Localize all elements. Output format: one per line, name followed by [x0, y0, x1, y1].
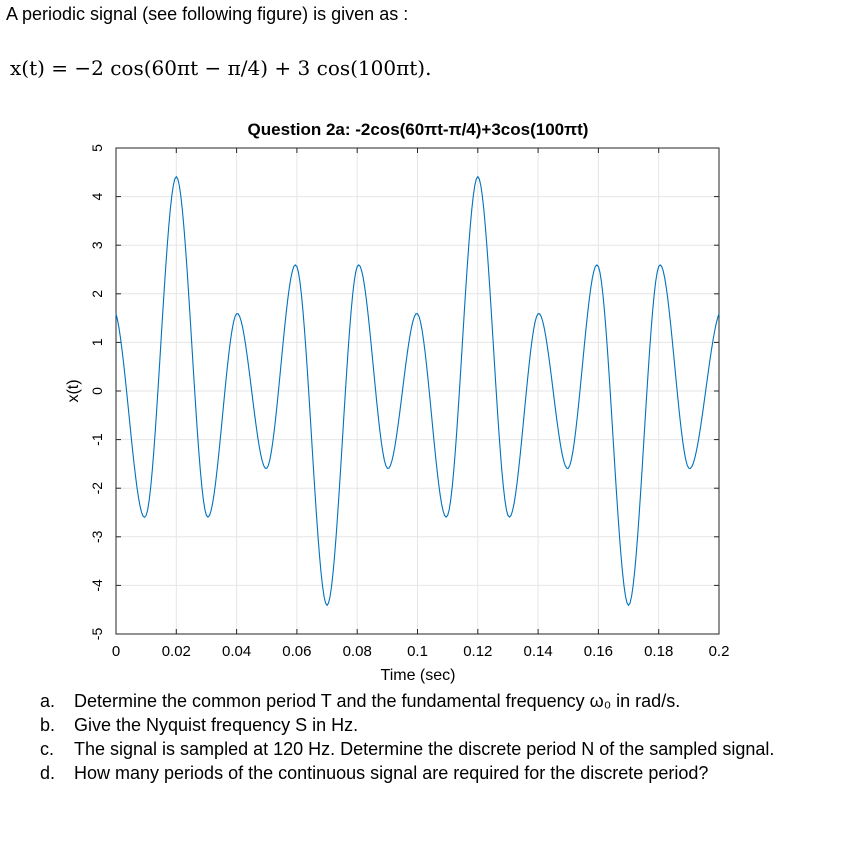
question-item: a. Determine the common period T and the… — [40, 690, 850, 712]
x-tick-label: 0.16 — [584, 643, 613, 660]
question-list: a. Determine the common period T and the… — [40, 690, 850, 786]
x-tick-label: 0.12 — [463, 643, 492, 660]
x-tick-label: 0.18 — [644, 643, 673, 660]
y-tick-label: 3 — [89, 241, 105, 249]
x-tick-label: 0.02 — [162, 643, 191, 660]
grid — [115, 147, 720, 635]
x-axis-label: Time (sec) — [381, 667, 456, 684]
y-tick-label: -2 — [89, 482, 105, 495]
question-text: The signal is sampled at 120 Hz. Determi… — [74, 739, 775, 759]
question-label: b. — [40, 715, 56, 735]
signal-line — [115, 175, 720, 607]
x-tick-label: 0.1 — [407, 643, 428, 660]
question-label: c. — [40, 739, 55, 759]
x-tick-label: 0.06 — [282, 643, 311, 660]
y-tick-label: 5 — [89, 144, 105, 152]
y-tick-label: -1 — [89, 433, 105, 446]
question-item: b. Give the Nyquist frequency S in Hz. — [40, 714, 850, 736]
question-label: a. — [40, 691, 56, 711]
x-tick-label: 0.08 — [343, 643, 372, 660]
y-axis-label: x(t) — [65, 379, 82, 402]
y-tick-label: 4 — [89, 192, 105, 200]
y-tick-label: -4 — [89, 579, 105, 592]
y-tick-label: -3 — [89, 530, 105, 543]
question-text: Determine the common period T and the fu… — [74, 691, 681, 711]
y-tick-label: 2 — [89, 290, 105, 298]
question-text: Give the Nyquist frequency S in Hz. — [74, 715, 359, 735]
signal-plot: Question 2a: -2cos(60πt-π/4)+3cos(100πt)… — [65, 120, 729, 684]
question-label: d. — [40, 763, 56, 783]
y-tick-label: 1 — [89, 338, 105, 346]
y-tick-label: 0 — [89, 387, 105, 395]
intro-text: A periodic signal (see following figure)… — [6, 4, 409, 24]
question-text: How many periods of the continuous signa… — [74, 763, 709, 783]
question-item: d. How many periods of the continuous si… — [40, 762, 850, 784]
x-tick-label: 0.04 — [222, 643, 251, 660]
axis-ticks: 0 0.02 0.04 0.06 0.08 0.1 0.12 0.14 0.16 0.18 0.2 5… — [89, 144, 729, 660]
x-tick-label: 0 — [112, 643, 120, 660]
signal-equation: x(t) = −2 cos(60πt − π/4) + 3 cos(100πt)… — [10, 56, 432, 80]
x-tick-label: 0.2 — [709, 643, 730, 660]
question-item: c. The signal is sampled at 120 Hz. Dete… — [40, 738, 850, 760]
x-tick-label: 0.14 — [523, 643, 552, 660]
y-tick-label: -5 — [89, 628, 105, 641]
chart-title: Question 2a: -2cos(60πt-π/4)+3cos(100πt) — [248, 120, 589, 139]
